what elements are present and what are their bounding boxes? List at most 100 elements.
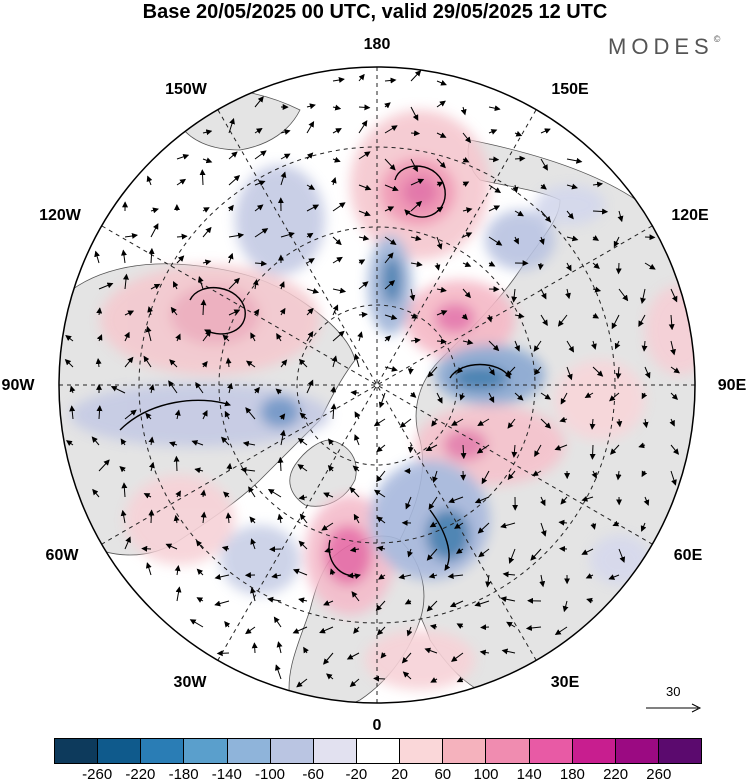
wind-vector xyxy=(474,600,490,607)
colorbar-segment xyxy=(55,739,99,763)
wind-vector xyxy=(332,304,339,316)
wind-vector xyxy=(174,409,181,420)
wind-vector xyxy=(436,80,447,86)
wind-vector xyxy=(119,466,126,473)
wind-vector xyxy=(514,312,525,319)
wind-vector xyxy=(223,491,230,498)
wind-vector xyxy=(479,649,490,656)
wind-vector xyxy=(349,546,360,553)
wind-vector xyxy=(297,437,308,446)
wind-vector xyxy=(436,286,447,293)
wind-vector xyxy=(406,626,413,637)
lon-label-30w: 30W xyxy=(173,674,207,691)
wind-vector xyxy=(202,129,213,136)
wind-vector xyxy=(124,356,134,368)
wind-vector xyxy=(245,407,256,420)
lon-label-0: 0 xyxy=(372,717,382,734)
wind-vector xyxy=(346,652,360,660)
wind-vector xyxy=(200,511,207,524)
anomaly-pos-atlantic-core xyxy=(324,525,372,585)
wind-vector xyxy=(120,438,127,446)
wind-vector xyxy=(124,536,131,550)
wind-vector xyxy=(511,288,518,303)
anomaly-neg-labrador-core xyxy=(260,396,300,428)
wind-vector xyxy=(121,482,128,498)
anomaly-pos-siberia-core xyxy=(435,303,475,333)
wind-vector xyxy=(189,619,204,628)
wind-vector xyxy=(670,444,680,455)
wind-vector xyxy=(122,273,129,290)
wind-vector xyxy=(410,261,423,267)
wind-vector xyxy=(353,353,360,368)
wind-vector xyxy=(559,416,568,423)
wind-vector xyxy=(511,444,518,458)
wind-vector xyxy=(514,130,523,137)
wind-vector xyxy=(352,465,360,472)
lon-label-90e: 90E xyxy=(717,377,747,394)
arc-ural-low xyxy=(449,363,511,379)
wind-vector xyxy=(436,310,448,316)
reference-vector-arrow xyxy=(646,703,702,713)
wind-vector xyxy=(581,495,594,502)
wind-vector xyxy=(590,522,597,530)
wind-vector xyxy=(462,261,472,267)
wind-vector xyxy=(145,412,152,420)
wind-vector xyxy=(332,128,342,134)
wind-vector xyxy=(615,470,622,481)
wind-vector xyxy=(349,486,360,498)
wind-vector xyxy=(398,573,412,580)
wind-vector xyxy=(436,158,446,169)
wind-vector xyxy=(410,337,421,344)
wind-vector xyxy=(332,236,342,246)
wind-vector xyxy=(488,260,496,267)
circulation-arcs xyxy=(119,165,511,580)
wind-vector xyxy=(581,548,594,555)
wind-vector xyxy=(539,236,545,246)
wind-vector xyxy=(169,359,178,368)
wind-vector xyxy=(534,366,542,376)
wind-vector xyxy=(358,104,371,111)
wind-vector xyxy=(540,392,552,400)
wind-vector xyxy=(326,673,334,680)
wind-vector xyxy=(175,586,182,602)
wind-vector xyxy=(488,392,495,403)
wind-vector xyxy=(124,331,130,342)
wind-vector xyxy=(410,235,422,242)
wind-vector xyxy=(540,288,547,300)
wind-vector xyxy=(226,462,233,472)
wind-vector xyxy=(399,418,412,428)
wind-vector xyxy=(98,282,114,290)
wind-vector xyxy=(514,210,524,217)
lon-label-180: 180 xyxy=(363,36,391,53)
wind-vector xyxy=(474,496,490,504)
wind-vector xyxy=(227,204,234,212)
colorbar-segment xyxy=(356,739,401,763)
wind-vector xyxy=(643,496,650,506)
wind-vector xyxy=(384,158,396,171)
wind-vector xyxy=(150,223,159,238)
wind-vector xyxy=(253,308,260,316)
wind-vector xyxy=(306,307,314,316)
wind-vector xyxy=(297,464,308,472)
wind-vector xyxy=(358,120,368,134)
wind-vector xyxy=(332,287,347,294)
wind-vector xyxy=(592,235,600,241)
wind-vector xyxy=(170,306,178,316)
colorbar-tick-label: -260 xyxy=(82,766,113,783)
wind-vector xyxy=(254,180,266,186)
wind-vector xyxy=(277,456,284,472)
anomaly-neg-mediterranean xyxy=(590,535,650,585)
anomaly-field xyxy=(70,110,695,690)
wind-vector xyxy=(513,236,519,245)
wind-vector xyxy=(532,470,542,476)
wind-vector xyxy=(405,496,412,510)
wind-vector xyxy=(616,418,623,428)
wind-vector xyxy=(380,652,387,659)
wind-vector xyxy=(150,207,159,214)
wind-vector xyxy=(376,516,386,524)
wind-vector xyxy=(165,543,178,550)
wind-vector xyxy=(424,647,438,654)
wind-vector xyxy=(221,436,230,446)
wind-vector xyxy=(378,573,386,580)
wind-vector xyxy=(169,441,178,448)
